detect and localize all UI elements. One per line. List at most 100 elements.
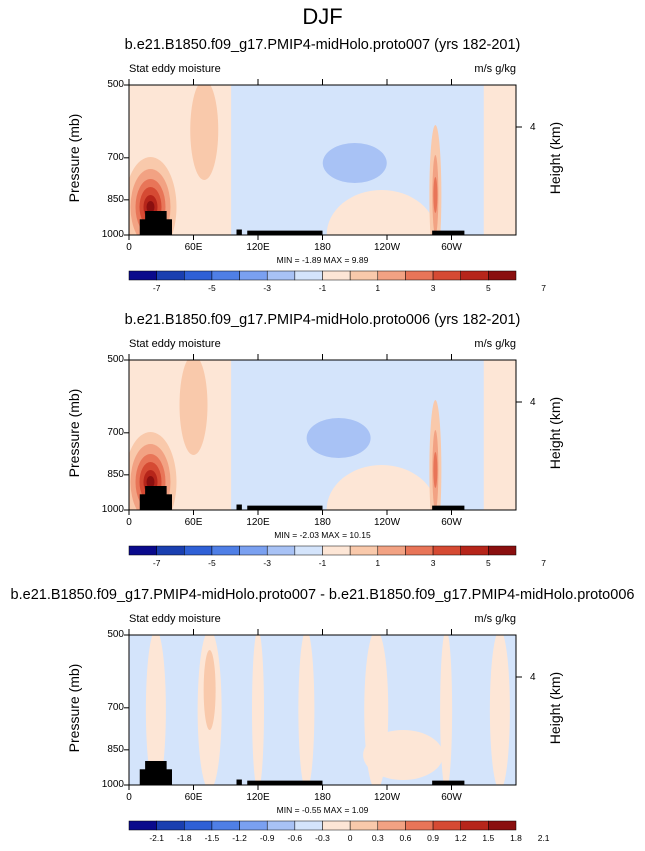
plot-2	[124, 354, 522, 556]
colorbar-swatch	[239, 820, 268, 831]
field-pos-band	[252, 635, 264, 785]
colorbar-label: -7	[152, 283, 161, 293]
units-label: m/s g/kg	[474, 613, 516, 625]
field-pos-band	[440, 635, 453, 785]
colorbar-label: 7	[541, 558, 546, 568]
field-pos-dome	[326, 190, 437, 235]
colorbar-label: 3	[430, 283, 436, 293]
colorbar-swatch	[460, 820, 489, 831]
contour-field	[129, 635, 516, 785]
colorbar-label: -7	[152, 558, 161, 568]
field-pos-east	[483, 360, 516, 510]
colorbar-label: 1	[375, 558, 381, 568]
topography	[145, 760, 167, 785]
colorbar-swatch	[432, 820, 461, 831]
topography	[145, 210, 167, 235]
right-tick-label: 4	[530, 672, 536, 683]
field-base	[129, 635, 516, 785]
x-tick-label: 120W	[373, 242, 401, 253]
colorbar-label: -1.2	[232, 833, 247, 843]
colorbar-swatch	[156, 820, 185, 831]
colorbar-swatch	[488, 820, 517, 831]
y-tick-label: 500	[107, 354, 124, 365]
x-tick-label: 180	[314, 242, 331, 253]
contour-field	[129, 360, 516, 510]
y-tick-label: 500	[107, 629, 124, 640]
x-tick-label: 60E	[184, 242, 203, 253]
colorbar-swatch	[377, 820, 406, 831]
field-max-east	[433, 177, 438, 213]
colorbar-label: 0.6	[399, 833, 412, 843]
minmax-text: MIN = -0.55 MAX = 1.09	[276, 805, 369, 815]
colorbar-swatch	[460, 270, 489, 281]
panel-title: b.e21.B1850.f09_g17.PMIP4-midHolo.proto0…	[124, 37, 521, 53]
topography	[432, 230, 465, 235]
colorbar-swatch	[488, 545, 517, 556]
field-pos-dome	[363, 730, 444, 780]
colorbar-swatch	[349, 820, 379, 831]
x-tick-label: 120E	[246, 517, 270, 528]
colorbar-swatch	[377, 270, 406, 281]
topography	[247, 505, 323, 510]
colorbar-swatch	[184, 545, 213, 556]
colorbar-label: -1.8	[176, 833, 192, 843]
x-tick-label: 60W	[441, 242, 462, 253]
topography	[247, 230, 323, 235]
colorbar-label: 0.3	[371, 833, 384, 843]
colorbar-label: 3	[430, 558, 436, 568]
field-pos-column	[179, 360, 208, 455]
field-pos-east	[483, 85, 516, 235]
colorbar-swatch	[266, 820, 296, 831]
colorbar-swatch	[322, 270, 351, 281]
x-tick-label: 0	[126, 242, 132, 253]
y-tick-label: 700	[107, 151, 124, 163]
field-max-west	[146, 476, 155, 488]
colorbar-swatch	[266, 270, 296, 281]
colorbar-swatch	[405, 270, 434, 281]
colorbar-label: 1.8	[510, 833, 522, 843]
colorbar-swatch	[266, 545, 296, 556]
field-pos-dome	[326, 465, 437, 510]
field-pos-band	[145, 635, 166, 785]
variable-label: Stat eddy moisture	[129, 338, 221, 350]
minmax-text: MIN = -1.89 MAX = 9.89	[276, 255, 369, 265]
colorbar-swatch	[294, 270, 323, 281]
colorbar-swatch	[405, 545, 434, 556]
x-tick-label: 0	[126, 792, 132, 803]
colorbar-label: -0.3	[315, 833, 330, 843]
colorbar-label: -3	[263, 558, 271, 568]
topography	[432, 505, 465, 510]
y-tick-label: 700	[107, 426, 124, 438]
colorbar-label: 0.9	[427, 833, 439, 843]
colorbar-swatch	[156, 545, 185, 556]
minmax-text: MIN = -2.03 MAX = 10.15	[274, 530, 371, 540]
colorbar-swatch	[239, 270, 268, 281]
colorbar-label: -2.1	[149, 833, 164, 843]
variable-label: Stat eddy moisture	[129, 63, 221, 75]
colorbar-swatch	[349, 545, 379, 556]
x-tick-label: 120E	[246, 242, 270, 253]
contour-field	[129, 85, 516, 235]
colorbar-swatch	[184, 820, 213, 831]
colorbar-swatch	[211, 545, 240, 556]
topography	[236, 779, 242, 785]
colorbar-label: -1.5	[204, 833, 220, 843]
colorbar-label: 1.5	[482, 833, 495, 843]
topography	[236, 504, 242, 510]
colorbar-swatch	[432, 545, 461, 556]
colorbar-label: -1	[318, 283, 327, 293]
x-tick-label: 120W	[373, 792, 401, 803]
x-tick-label: 60E	[184, 517, 203, 528]
x-tick-label: 120W	[373, 517, 401, 528]
y-tick-label: 850	[107, 468, 124, 480]
colorbar-swatch	[184, 270, 213, 281]
colorbar-label: 1	[375, 283, 381, 293]
colorbar-label: 0	[347, 833, 353, 843]
right-tick-label: 4	[530, 122, 536, 133]
colorbar-label: 1.2	[454, 833, 467, 843]
field-pos-band	[298, 635, 315, 785]
colorbar-swatch	[349, 270, 379, 281]
colorbar-label: 2.1	[537, 833, 550, 843]
colorbar-swatch	[294, 545, 323, 556]
topography	[145, 485, 167, 510]
